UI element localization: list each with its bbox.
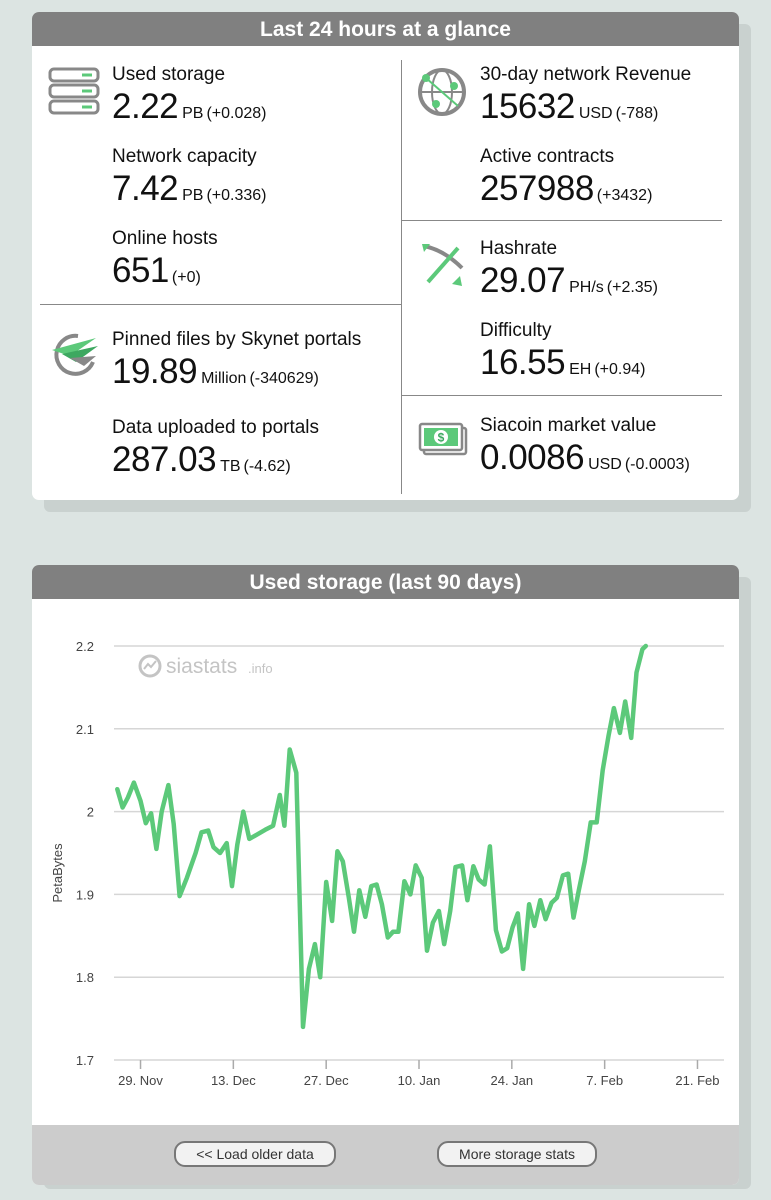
used-storage-series-line[interactable]	[115, 643, 649, 1030]
revenue-unit: USD	[578, 105, 613, 122]
difficulty-stat: Difficulty 16.55 EH (+0.94)	[480, 320, 645, 383]
y-tick-label: 1.9	[76, 887, 94, 902]
used-storage-delta: (+0.028)	[206, 105, 267, 122]
revenue-delta: (-788)	[615, 105, 659, 122]
y-tick-label: 2	[87, 805, 94, 820]
pinned-files-delta: (-340629)	[249, 370, 319, 387]
revenue-label: 30-day network Revenue	[480, 64, 692, 85]
right-section-divider-2	[402, 395, 722, 396]
svg-text:$: $	[438, 431, 445, 445]
y-tick-label: 1.7	[76, 1053, 94, 1068]
used-storage-chart[interactable]: siastats .info 1.7 1.8 1.9 2 2.1 2.2 29. Nov 1…	[32, 599, 739, 1125]
hashrate-stat: Hashrate 29.07 PH/s (+2.35)	[480, 238, 658, 301]
used-storage-label: Used storage	[112, 64, 226, 85]
data-uploaded-value: 287.03	[112, 440, 217, 479]
market-value-value: 0.0086	[480, 438, 585, 477]
data-uploaded-label: Data uploaded to portals	[112, 417, 320, 438]
more-storage-stats-button[interactable]: More storage stats	[437, 1141, 597, 1167]
difficulty-unit: EH	[569, 361, 592, 378]
x-axis-ticks: 29. Nov 13. Dec 27. Dec 10. Jan 24. Jan 7. Fe…	[118, 1060, 720, 1088]
data-uploaded-unit: TB	[220, 458, 241, 475]
siastats-watermark: siastats .info	[138, 654, 273, 678]
x-tick-label: 13. Dec	[211, 1073, 256, 1088]
storage-server-icon	[48, 67, 100, 115]
x-tick-label: 10. Jan	[398, 1073, 441, 1088]
network-capacity-stat: Network capacity 7.42 PB (+0.336)	[112, 146, 267, 209]
difficulty-label: Difficulty	[480, 320, 552, 341]
left-section-divider	[40, 304, 401, 305]
online-hosts-delta: (+0)	[171, 269, 201, 286]
market-value-stat: Siacoin market value 0.0086 USD (-0.0003)	[480, 415, 690, 478]
glance-card: Last 24 hours at a glance Used storage 2…	[32, 12, 739, 500]
active-contracts-stat: Active contracts 257988 (+3432)	[480, 146, 652, 209]
load-older-data-button[interactable]: << Load older data	[174, 1141, 336, 1167]
hashrate-unit: PH/s	[569, 279, 604, 296]
watermark-text: siastats	[166, 655, 237, 678]
network-capacity-delta: (+0.336)	[206, 187, 267, 204]
pinned-files-value: 19.89	[112, 352, 198, 391]
x-tick-label: 7. Feb	[586, 1073, 623, 1088]
online-hosts-value: 651	[112, 251, 169, 290]
x-tick-label: 21. Feb	[675, 1073, 719, 1088]
pinned-files-stat: Pinned files by Skynet portals 19.89 Mill…	[112, 329, 361, 392]
network-capacity-unit: PB	[182, 187, 204, 204]
mining-pickaxe-icon	[422, 244, 464, 286]
column-divider	[401, 60, 402, 494]
y-axis-label: PetaBytes	[50, 843, 65, 903]
data-uploaded-delta: (-4.62)	[243, 458, 291, 475]
y-tick-label: 1.8	[76, 970, 94, 985]
watermark-suffix: .info	[248, 661, 273, 676]
y-tick-label: 2.2	[76, 639, 94, 654]
money-bills-icon: $	[418, 422, 468, 456]
network-capacity-value: 7.42	[112, 169, 179, 208]
data-uploaded-stat: Data uploaded to portals 287.03 TB (-4.62)	[112, 417, 319, 480]
difficulty-delta: (+0.94)	[594, 361, 646, 378]
chart-footer: << Load older data More storage stats	[32, 1125, 739, 1185]
network-capacity-label: Network capacity	[112, 146, 257, 167]
x-tick-label: 29. Nov	[118, 1073, 163, 1088]
revenue-value: 15632	[480, 87, 575, 126]
market-value-label: Siacoin market value	[480, 415, 657, 436]
online-hosts-label: Online hosts	[112, 228, 218, 249]
right-section-divider-1	[402, 220, 722, 221]
y-axis-ticks: 1.7 1.8 1.9 2 2.1 2.2	[76, 639, 94, 1068]
hashrate-delta: (+2.35)	[606, 279, 658, 296]
x-tick-label: 24. Jan	[490, 1073, 533, 1088]
used-storage-value: 2.22	[112, 87, 179, 126]
difficulty-value: 16.55	[480, 343, 566, 382]
market-value-unit: USD	[588, 456, 622, 473]
chart-title: Used storage (last 90 days)	[32, 565, 739, 599]
used-storage-stat: Used storage 2.22 PB (+0.028)	[112, 64, 267, 127]
market-value-delta: (-0.0003)	[624, 456, 690, 473]
y-tick-label: 2.1	[76, 722, 94, 737]
active-contracts-delta: (+3432)	[596, 187, 653, 204]
online-hosts-stat: Online hosts 651 (+0)	[112, 228, 218, 291]
glance-title: Last 24 hours at a glance	[32, 12, 739, 46]
pinned-files-unit: Million	[201, 370, 247, 387]
skynet-icon	[52, 333, 98, 376]
active-contracts-label: Active contracts	[480, 146, 615, 167]
chart-card: Used storage (last 90 days) siastats .in…	[32, 565, 739, 1185]
hashrate-value: 29.07	[480, 261, 566, 300]
pinned-files-label: Pinned files by Skynet portals	[112, 329, 362, 350]
network-globe-icon	[418, 68, 466, 116]
used-storage-unit: PB	[182, 105, 204, 122]
x-tick-label: 27. Dec	[304, 1073, 349, 1088]
active-contracts-value: 257988	[480, 169, 594, 208]
hashrate-label: Hashrate	[480, 238, 558, 259]
revenue-stat: 30-day network Revenue 15632 USD (-788)	[480, 64, 691, 127]
